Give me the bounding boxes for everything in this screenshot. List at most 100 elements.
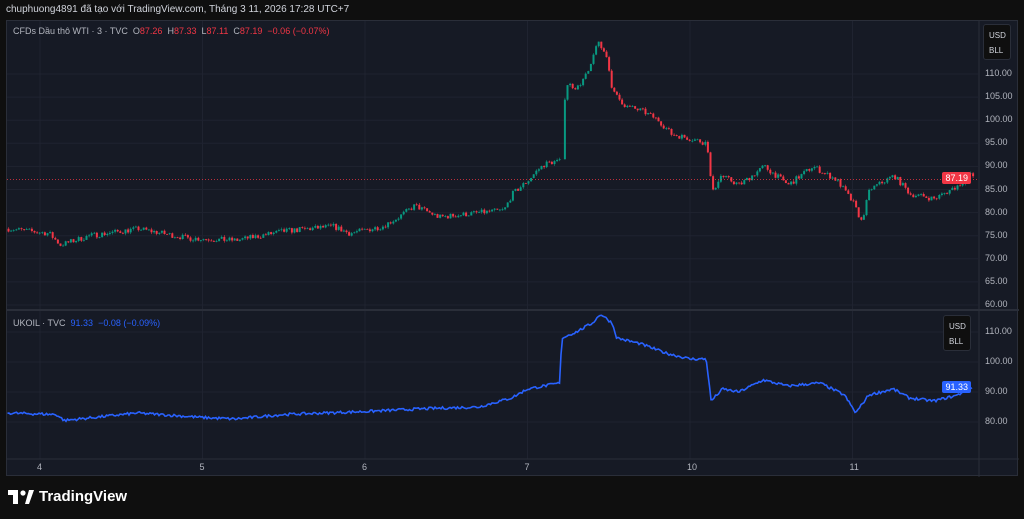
candle-body — [730, 177, 733, 182]
candle-body — [545, 161, 548, 168]
candle-body — [501, 209, 504, 211]
candle-body — [712, 176, 715, 190]
candle-body — [355, 231, 358, 233]
candle-body — [106, 233, 109, 236]
ukoil-change: −0.08 (−0.09%) — [98, 318, 161, 328]
candle-body — [725, 176, 728, 178]
tradingview-logo[interactable]: TradingView — [8, 488, 127, 505]
candle-body — [743, 180, 746, 185]
brand-name: TradingView — [39, 488, 128, 505]
candle-body — [933, 196, 936, 199]
candle-body — [329, 224, 332, 226]
candle-body — [917, 194, 920, 196]
candle-body — [701, 142, 704, 145]
ukoil-symbol[interactable]: UKOIL · TVC — [13, 318, 66, 328]
candle-body — [314, 225, 317, 228]
candle-body — [589, 63, 592, 72]
candle-body — [751, 175, 754, 181]
candle-body — [587, 71, 590, 74]
ukoil-price-line — [7, 314, 973, 423]
candle-body — [914, 195, 917, 198]
price-tick: 110.00 — [985, 68, 1012, 78]
ukoil-currency-unit-button[interactable]: USD BLL — [943, 315, 971, 351]
candle-body — [535, 170, 538, 175]
low-label: L — [201, 26, 207, 36]
candle-body — [67, 241, 70, 243]
candle-body — [618, 94, 621, 100]
candle-body — [348, 232, 351, 236]
chart-canvas[interactable] — [7, 21, 1019, 477]
candle-body — [361, 228, 364, 230]
candle-body — [400, 214, 403, 219]
candle-body — [82, 239, 85, 241]
candle-body — [972, 173, 975, 177]
candle-body — [797, 176, 800, 179]
candle-body — [431, 212, 434, 215]
change-value: −0.06 (−0.07%) — [267, 26, 330, 36]
candle-body — [485, 210, 488, 214]
candle-body — [98, 237, 101, 238]
wti-legend: CFDs Dầu thô WTI · 3 · TVC O87.26 H87.33… — [13, 26, 329, 36]
tradingview-logo-icon — [8, 489, 34, 504]
price-tick: 100.00 — [985, 356, 1013, 366]
candle-body — [602, 48, 605, 52]
candle-body — [582, 78, 585, 86]
candle-body — [241, 238, 244, 240]
candle-body — [62, 245, 65, 247]
candle-body — [829, 172, 832, 179]
wti-symbol[interactable]: CFDs Dầu thô WTI · 3 · TVC — [13, 26, 128, 36]
wti-currency-unit-button[interactable]: USD BLL — [983, 24, 1011, 60]
candle-body — [816, 166, 819, 168]
candle-body — [207, 239, 210, 241]
candle-body — [891, 175, 894, 178]
candle-body — [311, 227, 314, 231]
candle-body — [85, 235, 88, 240]
candle-body — [717, 181, 720, 188]
candle-body — [948, 190, 951, 194]
candle-body — [407, 208, 410, 210]
candle-body — [758, 168, 761, 172]
candle-body — [665, 128, 668, 130]
candle-body — [735, 182, 738, 185]
candle-body — [480, 209, 483, 213]
price-tick: 85.00 — [985, 183, 1008, 194]
candle-body — [127, 229, 130, 233]
candle-body — [322, 226, 325, 228]
price-tick: 90.00 — [985, 386, 1008, 396]
candle-body — [478, 212, 481, 214]
candle-body — [129, 228, 132, 233]
candle-body — [610, 70, 613, 88]
close-label: C — [233, 26, 240, 36]
currency-label: USD — [949, 322, 966, 331]
candle-body — [470, 212, 473, 216]
candle-body — [818, 166, 821, 173]
chart-area[interactable]: CFDs Dầu thô WTI · 3 · TVC O87.26 H87.33… — [6, 20, 1019, 477]
candle-body — [769, 169, 772, 174]
candle-body — [452, 213, 455, 217]
candle-body — [17, 228, 20, 230]
candle-body — [303, 227, 306, 229]
candle-body — [826, 172, 829, 174]
time-tick: 10 — [687, 462, 698, 472]
candle-body — [80, 237, 83, 241]
candle-body — [953, 187, 956, 190]
candle-body — [402, 211, 405, 215]
candle-body — [56, 239, 59, 244]
candle-body — [340, 226, 343, 232]
candle-body — [597, 41, 600, 47]
candle-body — [332, 223, 335, 226]
candle-body — [140, 229, 143, 231]
candle-body — [25, 229, 28, 230]
candle-body — [342, 230, 345, 232]
candle-body — [153, 230, 156, 233]
candle-body — [657, 117, 660, 122]
candle-body — [496, 208, 499, 210]
candle-body — [813, 166, 816, 169]
candle-body — [205, 239, 208, 241]
candle-body — [878, 181, 881, 185]
candle-body — [199, 240, 202, 241]
candle-body — [43, 232, 46, 236]
candle-body — [940, 193, 943, 196]
candle-body — [860, 217, 863, 220]
candle-body — [774, 172, 777, 178]
